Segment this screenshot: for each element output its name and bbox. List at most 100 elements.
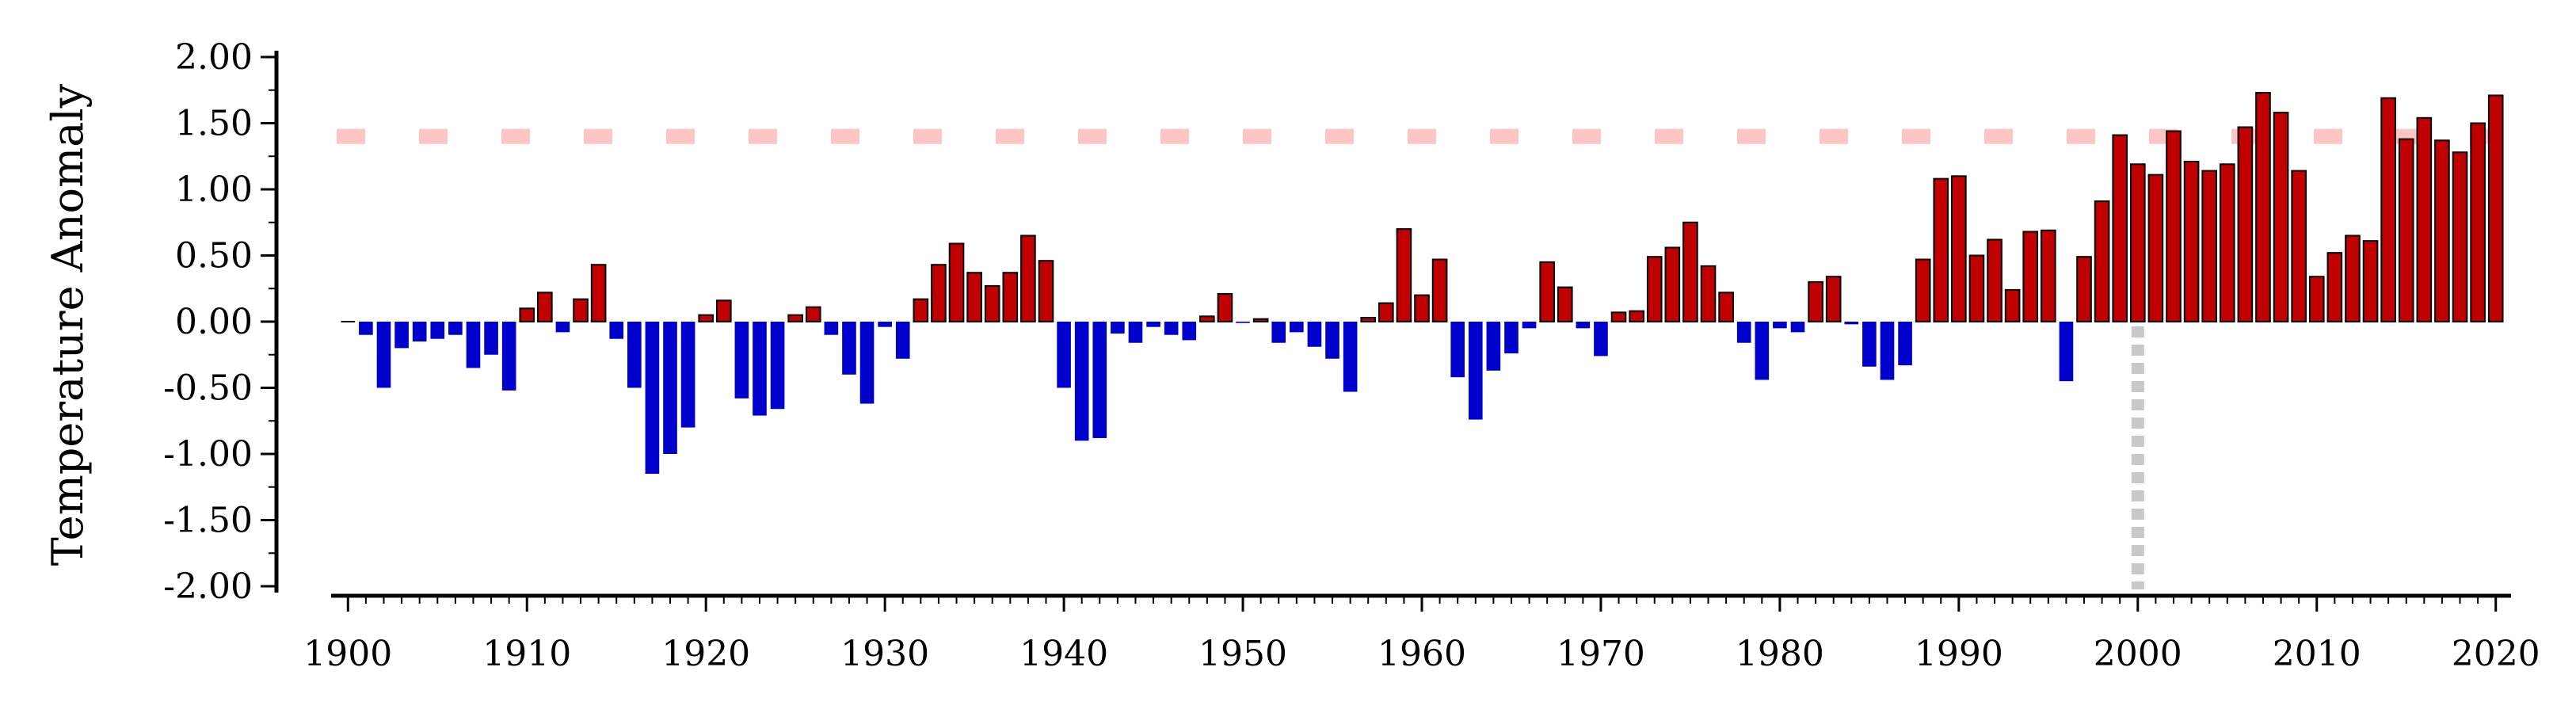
bar-1913 xyxy=(573,298,589,322)
bar-2019 xyxy=(2470,122,2486,322)
bar-1925 xyxy=(787,314,803,322)
bar-1910 xyxy=(519,307,535,322)
bar-1923 xyxy=(753,322,767,416)
bar-1957 xyxy=(1360,316,1377,322)
bar-1960 xyxy=(1414,294,1430,323)
tick-labels-layer: 2.00 1.50 1.00 0.50 0.00 -0.50 -1.00 -1.50 -2.00… xyxy=(163,37,2540,674)
x-tick-label-2000: 2000 xyxy=(2094,634,2182,674)
bar-1922 xyxy=(734,322,749,398)
x-tick-label-1950: 1950 xyxy=(1198,634,1287,674)
x-tick-label-2020: 2020 xyxy=(2452,634,2540,674)
bar-1917 xyxy=(645,322,660,475)
bar-1958 xyxy=(1378,302,1394,322)
x-tick-label-1900: 1900 xyxy=(303,634,392,674)
bar-2015 xyxy=(2398,138,2414,322)
bar-1975 xyxy=(1682,221,1698,322)
bar-1973 xyxy=(1646,256,1663,323)
bar-1912 xyxy=(555,322,570,333)
bar-1918 xyxy=(663,322,677,454)
bar-1962 xyxy=(1450,322,1465,378)
y-axis-title: Temperature Anomaly xyxy=(43,83,93,566)
bar-1993 xyxy=(2004,288,2021,323)
x-tick-label-1970: 1970 xyxy=(1557,634,1645,674)
bar-2005 xyxy=(2219,163,2235,322)
bar-1961 xyxy=(1431,258,1448,323)
bar-1947 xyxy=(1182,322,1197,341)
bar-1965 xyxy=(1504,322,1519,354)
bar-1920 xyxy=(698,314,714,322)
bar-2000 xyxy=(2129,163,2146,322)
bar-1986 xyxy=(1880,322,1895,380)
bar-1905 xyxy=(430,322,445,339)
bar-2017 xyxy=(2434,139,2450,322)
bar-2006 xyxy=(2237,126,2254,322)
bar-1995 xyxy=(2041,229,2056,322)
bar-1928 xyxy=(842,322,856,375)
bar-1997 xyxy=(2076,256,2092,323)
bar-1977 xyxy=(1718,292,1734,323)
bar-1907 xyxy=(466,322,481,368)
bar-1909 xyxy=(501,322,516,391)
bar-1931 xyxy=(895,322,910,359)
bar-1994 xyxy=(2022,231,2039,322)
bar-2008 xyxy=(2273,112,2289,322)
bar-1902 xyxy=(376,322,391,388)
bar-1998 xyxy=(2094,200,2110,322)
bar-1936 xyxy=(984,284,1000,323)
bar-1945 xyxy=(1146,322,1160,327)
bar-1969 xyxy=(1576,322,1591,329)
bar-1927 xyxy=(824,322,839,335)
x-tick-label-1940: 1940 xyxy=(1019,634,1108,674)
bar-1932 xyxy=(913,298,929,322)
bar-1979 xyxy=(1755,322,1770,380)
bar-1956 xyxy=(1343,322,1358,392)
axes-layer xyxy=(261,51,2511,612)
bar-2001 xyxy=(2147,173,2164,322)
bar-1933 xyxy=(931,264,947,322)
x-tick-label-2010: 2010 xyxy=(2273,634,2361,674)
bar-1915 xyxy=(609,322,624,339)
bars-layer xyxy=(341,92,2504,475)
bar-1937 xyxy=(1002,272,1019,322)
bar-1980 xyxy=(1773,322,1787,329)
y-tick-label-3: 0.50 xyxy=(175,236,253,276)
bar-2004 xyxy=(2201,170,2217,322)
y-tick-label-0: 2.00 xyxy=(175,37,253,78)
x-tick-label-1910: 1910 xyxy=(482,634,571,674)
bar-2018 xyxy=(2452,151,2468,322)
bar-2010 xyxy=(2308,276,2325,322)
x-tick-label-1980: 1980 xyxy=(1736,634,1824,674)
bar-1948 xyxy=(1199,315,1215,323)
y-tick-label-1: 1.50 xyxy=(175,104,253,144)
bar-1935 xyxy=(966,272,982,322)
bar-1989 xyxy=(1933,177,1949,322)
bar-2003 xyxy=(2183,160,2200,322)
bar-2002 xyxy=(2166,130,2182,322)
bar-2016 xyxy=(2416,116,2433,322)
bar-1990 xyxy=(1951,175,1967,322)
bar-1940 xyxy=(1057,322,1071,388)
bar-1911 xyxy=(537,292,553,323)
bar-1970 xyxy=(1594,322,1608,356)
y-tick-label-7: -1.50 xyxy=(163,501,253,541)
bar-2009 xyxy=(2291,170,2307,322)
y-tick-label-4: 0.00 xyxy=(175,302,253,342)
bar-1939 xyxy=(1038,260,1054,322)
bar-1971 xyxy=(1610,311,1627,322)
bar-1955 xyxy=(1325,322,1339,359)
bar-1976 xyxy=(1700,265,1717,322)
bar-2012 xyxy=(2345,234,2361,323)
bar-1929 xyxy=(859,322,875,404)
bar-1921 xyxy=(715,299,732,322)
bar-1996 xyxy=(2059,322,2074,382)
bar-1978 xyxy=(1736,322,1751,343)
bar-1999 xyxy=(2112,134,2128,322)
bar-2013 xyxy=(2362,240,2379,323)
bar-1943 xyxy=(1111,322,1125,334)
bar-1953 xyxy=(1290,322,1304,333)
bar-1946 xyxy=(1164,322,1179,335)
bar-1967 xyxy=(1539,261,1555,323)
bar-1966 xyxy=(1522,322,1537,329)
